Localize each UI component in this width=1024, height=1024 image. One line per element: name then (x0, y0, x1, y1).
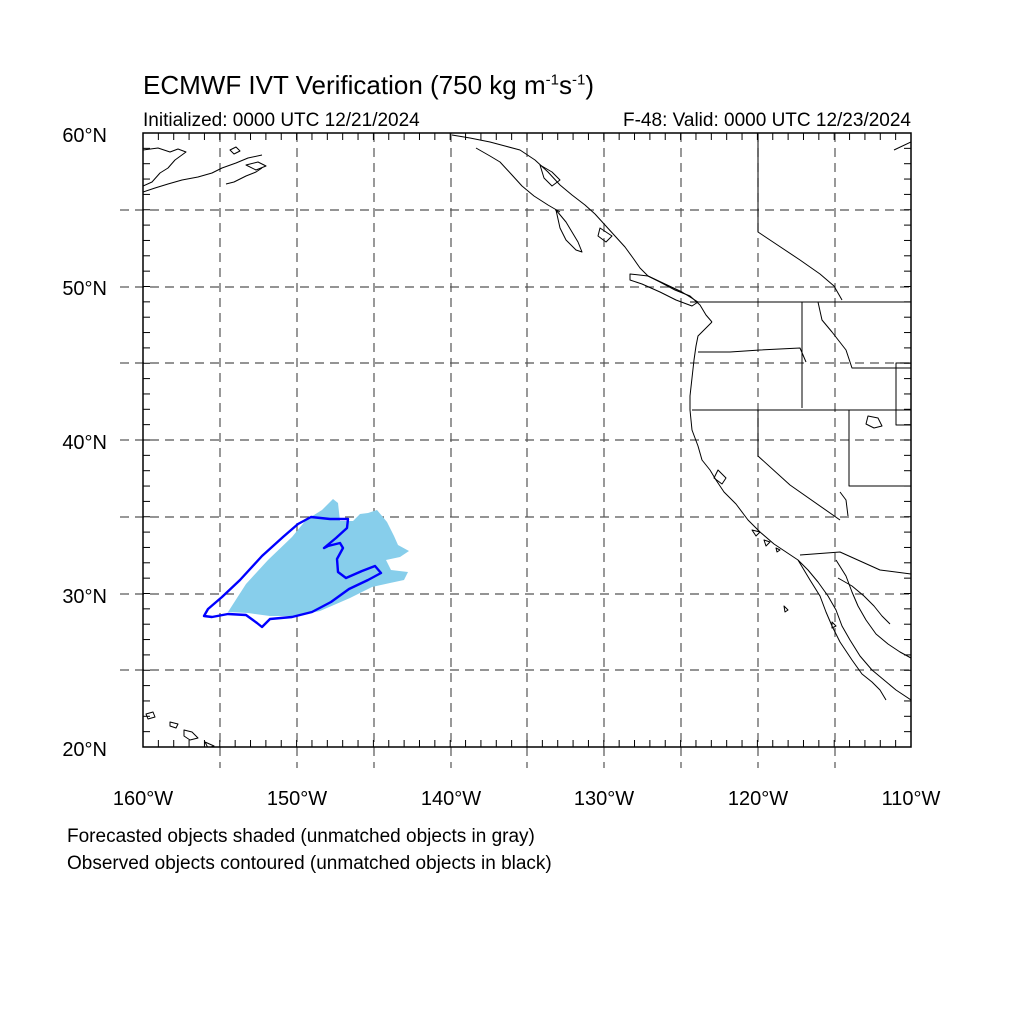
forecast-note: Forecasted objects shaded (unmatched obj… (67, 826, 535, 847)
lat-label: 20°N (62, 739, 107, 761)
lon-label: 130°W (574, 788, 634, 810)
axis-ticks (142, 132, 912, 748)
observed-note: Observed objects contoured (unmatched ob… (67, 853, 552, 874)
lat-label: 60°N (62, 125, 107, 147)
lat-label: 30°N (62, 586, 107, 608)
lon-label: 140°W (421, 788, 481, 810)
lat-label: 50°N (62, 278, 107, 300)
coastlines (143, 134, 911, 747)
valid-time-label: F-48: Valid: 0000 UTC 12/23/2024 (623, 110, 911, 131)
chart-title: ECMWF IVT Verification (750 kg m-1s-1) (143, 70, 594, 100)
lat-label: 40°N (62, 432, 107, 454)
grid-lines (120, 133, 911, 768)
lon-label: 150°W (267, 788, 327, 810)
map-frame (142, 132, 912, 748)
initialized-label: Initialized: 0000 UTC 12/21/2024 (143, 110, 420, 131)
lon-label: 110°W (882, 788, 941, 810)
forecast-object (228, 499, 409, 616)
lon-label: 120°W (728, 788, 788, 810)
observed-contour (202, 515, 383, 629)
lon-label: 160°W (113, 788, 173, 810)
